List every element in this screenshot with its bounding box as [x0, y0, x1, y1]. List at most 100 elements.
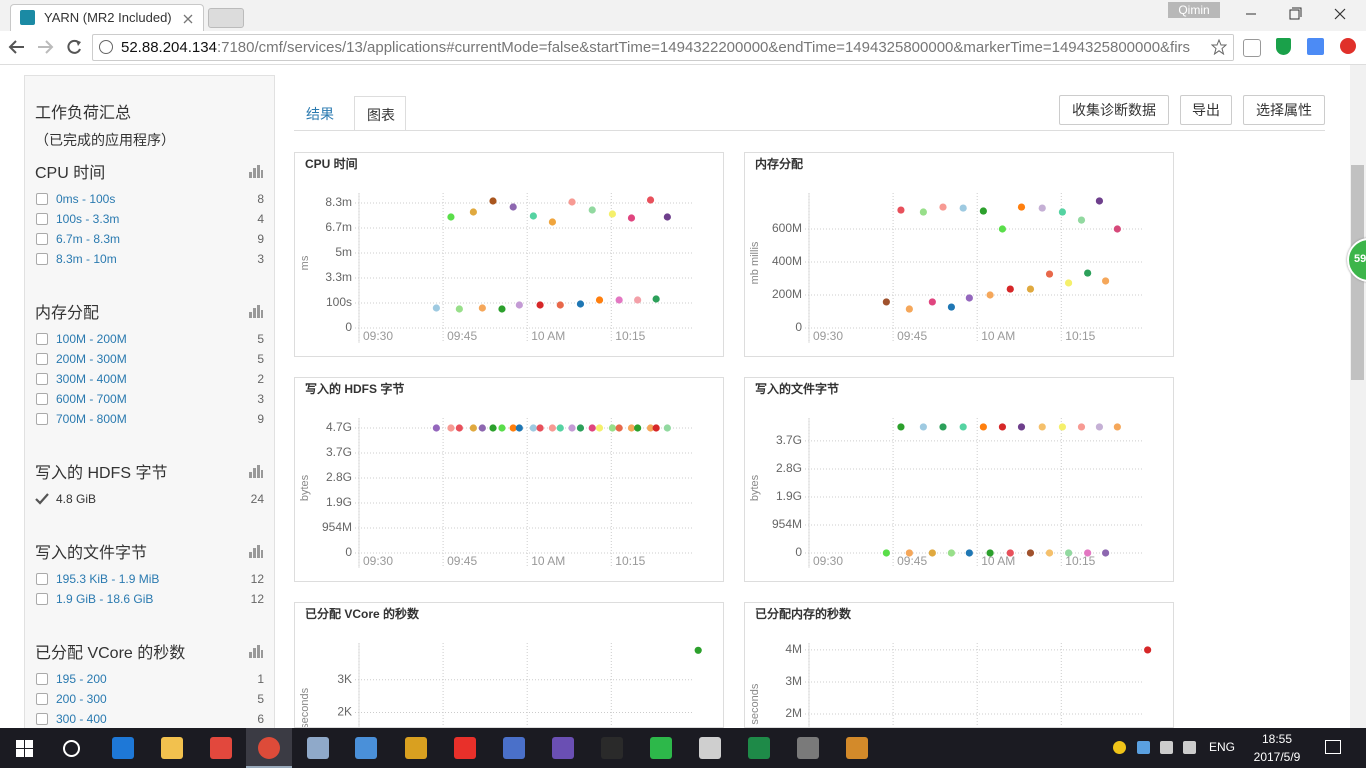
tray-icon[interactable]: [1137, 741, 1150, 754]
facet-item-label[interactable]: 0ms - 100s: [56, 192, 116, 206]
checkmark-path: [35, 493, 49, 505]
data-point: [646, 424, 655, 432]
tab-charts[interactable]: 图表: [354, 96, 406, 131]
checkbox[interactable]: [36, 713, 48, 725]
extension[interactable]: [1276, 38, 1291, 55]
data-point: [882, 549, 890, 557]
facet-title: CPU 时间: [35, 165, 106, 182]
reload[interactable]: [67, 39, 81, 54]
omnibox[interactable]: 52.88.204.134:7180/cmf/services/13/appli…: [92, 34, 1234, 61]
restore[interactable]: [1289, 9, 1300, 20]
bookmark-star[interactable]: [1211, 39, 1227, 55]
facet-item-label[interactable]: 1.9 GiB - 18.6 GiB: [56, 592, 154, 606]
facet-item-count: 9: [257, 232, 264, 246]
extension[interactable]: [1307, 38, 1324, 55]
user-badge[interactable]: Qimin: [1168, 2, 1220, 18]
taskbar-app[interactable]: [552, 737, 574, 759]
data-point: [615, 296, 623, 304]
facet-chart-icon[interactable]: [249, 644, 263, 658]
facet-item-label[interactable]: 600M - 700M: [56, 392, 127, 406]
taskbar-app[interactable]: [797, 737, 819, 759]
taskbar-app[interactable]: [601, 737, 623, 759]
facet-chart-icon[interactable]: [249, 464, 263, 478]
facet-item-count: 12: [250, 572, 264, 586]
facet-item-label[interactable]: 4.8 GiB: [56, 492, 97, 506]
taskbar-app[interactable]: [112, 737, 134, 759]
facet-item-label[interactable]: 8.3m - 10m: [56, 252, 117, 266]
checkbox[interactable]: [36, 693, 48, 705]
data-point: [478, 424, 486, 432]
data-point: [1064, 279, 1073, 287]
facet-item-label[interactable]: 700M - 800M: [56, 412, 127, 426]
facet-item-label[interactable]: 200M - 300M: [56, 352, 127, 366]
facet-item-label[interactable]: 195 - 200: [56, 672, 107, 686]
checkbox[interactable]: [36, 353, 48, 365]
facet-item-label[interactable]: 195.3 KiB - 1.9 MiB: [56, 572, 160, 586]
start-button[interactable]: [16, 740, 34, 758]
extension[interactable]: [1243, 39, 1261, 57]
info-icon[interactable]: [99, 40, 113, 54]
checkbox[interactable]: [36, 253, 48, 265]
checkbox[interactable]: [36, 213, 48, 225]
export-button[interactable]: 导出: [1180, 95, 1232, 125]
extension[interactable]: [1340, 38, 1356, 54]
active-tab[interactable]: YARN (MR2 Included): [10, 4, 204, 32]
select-attributes-button[interactable]: 选择属性: [1243, 95, 1325, 125]
collect-diagnostics-button[interactable]: 收集诊断数据: [1059, 95, 1169, 125]
taskbar-app[interactable]: [405, 737, 427, 759]
checkbox[interactable]: [36, 573, 48, 585]
facet-item-label[interactable]: 100s - 3.3m: [56, 212, 120, 226]
tab-results[interactable]: 结果: [306, 106, 334, 122]
data-point: [455, 424, 463, 432]
data-point: [882, 298, 890, 306]
checkbox[interactable]: [36, 673, 48, 685]
clock-date[interactable]: 2017/5/9: [1253, 750, 1301, 764]
facet-chart-icon[interactable]: [249, 544, 263, 558]
checkbox[interactable]: [36, 393, 48, 405]
tray-icon[interactable]: [1160, 741, 1173, 754]
checkbox[interactable]: [36, 413, 48, 425]
checkmark[interactable]: [35, 493, 49, 505]
tray-icon[interactable]: [1183, 741, 1196, 754]
taskbar-app[interactable]: [258, 737, 280, 759]
taskbar-app[interactable]: [307, 737, 329, 759]
notifications[interactable]: [1325, 740, 1341, 754]
x-tick-label: 10:15: [1065, 329, 1095, 343]
x-tick-label: 09:45: [447, 554, 477, 568]
checkbox[interactable]: [36, 333, 48, 345]
checkbox[interactable]: [36, 373, 48, 385]
checkbox[interactable]: [36, 233, 48, 245]
taskbar-app[interactable]: [503, 737, 525, 759]
search-button[interactable]: [63, 740, 80, 757]
taskbar-app[interactable]: [748, 737, 770, 759]
taskbar-app[interactable]: [161, 737, 183, 759]
back[interactable]: [8, 40, 24, 54]
clock-time[interactable]: 18:55: [1261, 732, 1293, 746]
forward[interactable]: [38, 40, 54, 54]
taskbar-app[interactable]: [210, 737, 232, 759]
data-point: [627, 424, 636, 432]
scrollbar[interactable]: [1350, 65, 1366, 728]
facet-item-label[interactable]: 300 - 400: [56, 712, 107, 726]
facet-item-label[interactable]: 100M - 200M: [56, 332, 127, 346]
taskbar-app[interactable]: [454, 737, 476, 759]
tray-icon[interactable]: [1113, 741, 1126, 754]
facet-item-label[interactable]: 300M - 400M: [56, 372, 127, 386]
data-point: [959, 204, 967, 212]
taskbar-app[interactable]: [650, 737, 672, 759]
facet-chart-icon[interactable]: [249, 304, 263, 318]
facet-item-label[interactable]: 200 - 300: [56, 692, 107, 706]
facet-chart-icon[interactable]: [249, 164, 263, 178]
taskbar-app[interactable]: [699, 737, 721, 759]
tab-close[interactable]: [183, 14, 193, 24]
checkbox[interactable]: [36, 193, 48, 205]
taskbar-app[interactable]: [846, 737, 868, 759]
language[interactable]: ENG: [1209, 740, 1236, 754]
facet-item-label[interactable]: 6.7m - 8.3m: [56, 232, 121, 246]
checkbox[interactable]: [36, 593, 48, 605]
taskbar-app[interactable]: [355, 737, 377, 759]
new-tab[interactable]: [208, 8, 244, 28]
close[interactable]: [1334, 8, 1346, 20]
icon-bar: [253, 548, 256, 558]
url: 52.88.204.134:7180/cmf/services/13/appli…: [121, 39, 1190, 56]
